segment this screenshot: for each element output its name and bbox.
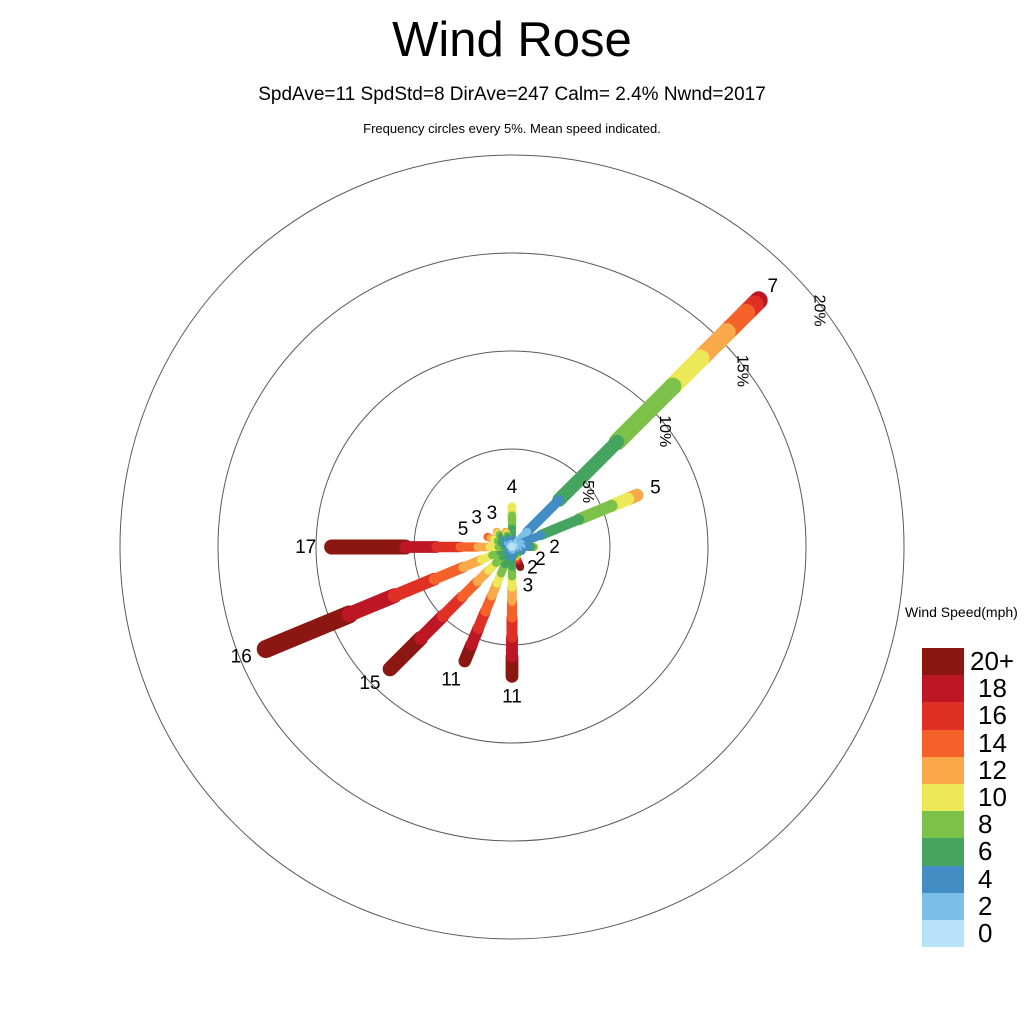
summary-statistics: SpdAve=11 SpdStd=8 DirAve=247 Calm= 2.4%… [258,84,766,105]
chart-note: Frequency circles every 5%. Mean speed i… [363,121,661,136]
legend-label: 18 [978,673,1007,704]
frequency-ring [119,154,905,940]
legend-swatch [922,675,964,703]
petal-mean-speed-label: 4 [507,477,518,498]
petal-segment [608,377,682,451]
petal-segment [552,434,625,507]
legend-swatch [922,811,964,839]
legend-swatch [922,892,964,920]
legend-row: 8 [922,809,992,839]
legend-label: 0 [978,917,993,948]
legend-label: 2 [978,890,993,921]
petal-mean-speed-label: 2 [527,557,538,578]
petal-mean-speed-label: 5 [458,519,469,540]
legend-row: 0 [922,918,992,948]
petal-mean-speed-label: 11 [441,670,461,691]
legend-swatch [922,756,964,784]
wind-petal [501,527,516,551]
legend-label: 4 [978,863,993,894]
legend-swatch [922,648,964,676]
legend-label: 16 [978,700,1007,731]
legend-label: 12 [978,754,1007,785]
petal-segment [573,499,618,526]
legend-swatch [922,783,964,812]
frequency-rings [119,154,905,940]
petal-segment [428,561,469,585]
legend-swatch [922,702,964,730]
legend-label: 10 [978,781,1007,812]
petal-mean-speed-label: 2 [535,549,546,570]
legend-label: 6 [978,836,993,867]
petal-mean-speed-label: 11 [502,686,522,707]
legend-row: 12 [922,755,1007,785]
legend-row: 14 [922,728,1007,758]
ring-label: 10% [656,415,673,447]
petal-segment [256,605,359,659]
legend-row: 18 [922,673,1007,703]
petal-segment [387,572,441,603]
legend-row: 10 [922,782,1007,812]
page-title: Wind Rose [392,13,632,67]
legend-row: 20+ [922,646,1014,676]
legend-swatch [922,865,964,893]
legend-label: 14 [978,727,1007,758]
petal-segment [522,494,565,537]
legend-colorbar: 20+ 18 16 14 12 10 8 6 4 2 0 [922,646,1014,948]
petal-mean-speed-label: 2 [549,537,560,558]
wind-petal [508,488,644,551]
petal-mean-speed-label: 5 [650,478,661,499]
petal-mean-speed-label: 3 [487,503,498,524]
petal-mean-speed-label: 17 [295,537,316,558]
legend-row: 16 [922,700,1007,730]
legend-row: 2 [922,891,992,921]
legend-swatch [922,919,964,948]
legend-row: 6 [922,836,992,866]
legend-swatch [922,838,964,866]
ring-labels: 5% 10% 15% 20% [579,295,828,504]
legend-label: 8 [978,809,993,840]
legend-label: 20+ [970,646,1015,676]
petal-mean-speed-label: 7 [768,276,779,297]
legend-title: Wind Speed(mph) [905,604,1018,620]
legend-row: 4 [922,864,992,894]
ring-label: 15% [733,355,750,387]
wind-petal [508,291,768,551]
legend-swatch [922,729,964,757]
ring-label: 5% [579,480,596,503]
petal-mean-speed-label: 3 [471,508,482,529]
wind-petal [382,543,516,677]
petal-segment [341,588,402,622]
ring-label: 20% [811,295,828,327]
frequency-ring [217,252,807,842]
frequency-ring [315,350,709,744]
petal-segment [535,514,585,541]
petal-mean-speed-label: 3 [523,575,534,596]
petal-mean-speed-label: 16 [231,647,252,668]
wind-petals [256,291,768,683]
petal-segment [382,631,428,677]
petal-mean-speed-label: 15 [359,673,380,694]
